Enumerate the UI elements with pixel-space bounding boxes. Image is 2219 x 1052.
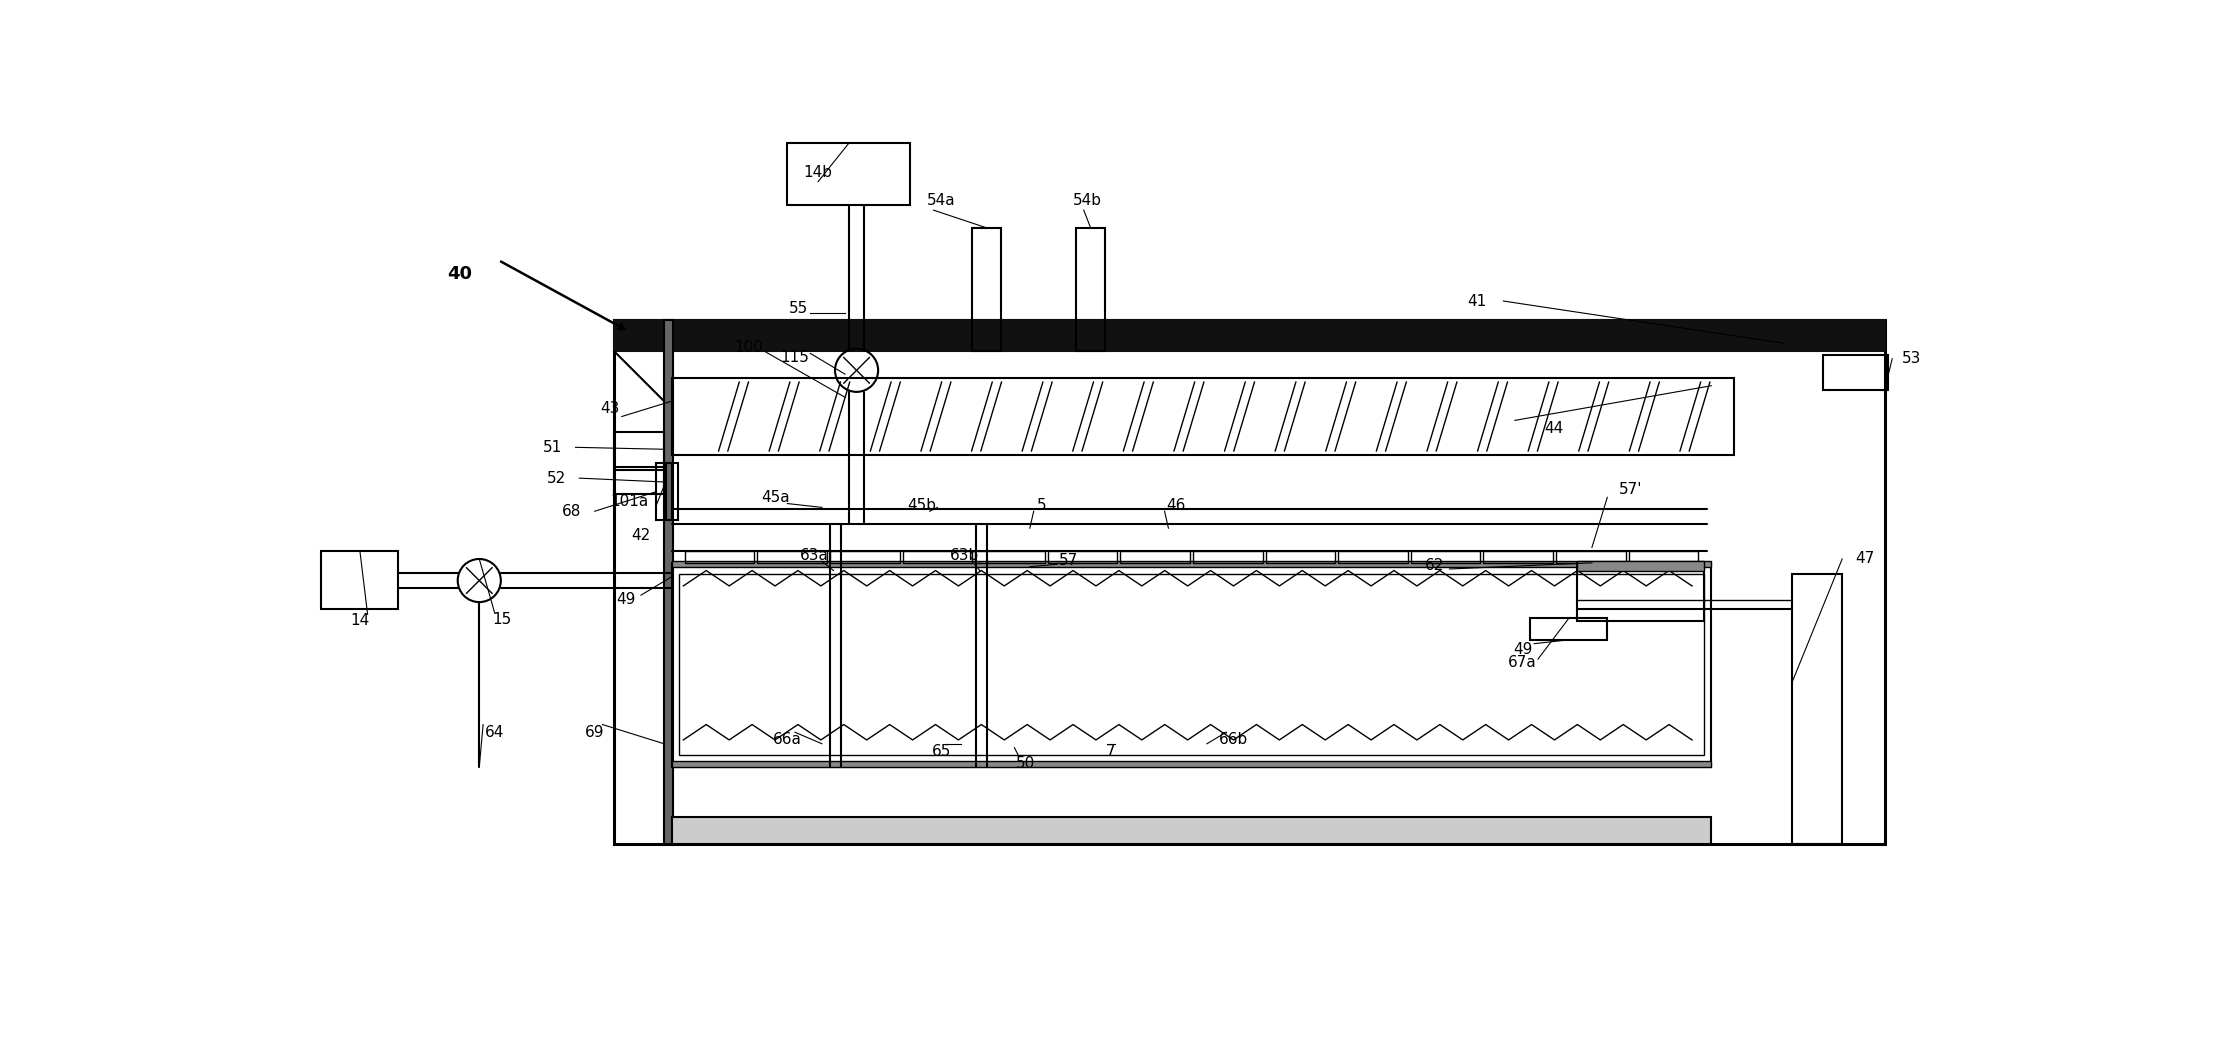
Text: 67a: 67a <box>1509 655 1538 670</box>
Text: 40: 40 <box>448 265 473 283</box>
Text: 115: 115 <box>781 349 810 365</box>
Bar <box>788 143 910 205</box>
Bar <box>615 320 1884 351</box>
Text: 63b: 63b <box>950 548 979 563</box>
Text: 41: 41 <box>1467 294 1487 308</box>
Text: 64: 64 <box>486 725 504 740</box>
Bar <box>1793 574 1842 844</box>
Bar <box>679 574 1704 755</box>
Text: 66a: 66a <box>772 732 801 747</box>
Text: 51: 51 <box>544 440 561 454</box>
Bar <box>615 320 1884 844</box>
Text: 43: 43 <box>601 401 619 417</box>
Text: 46: 46 <box>1167 498 1185 512</box>
Bar <box>663 320 672 844</box>
Text: 5: 5 <box>1036 498 1045 512</box>
Bar <box>672 817 1711 844</box>
Text: 69: 69 <box>586 725 604 740</box>
Text: 49: 49 <box>617 591 635 607</box>
Text: 63a: 63a <box>799 548 828 563</box>
Bar <box>672 761 1711 767</box>
Text: 14: 14 <box>351 613 371 628</box>
Bar <box>1556 551 1627 563</box>
Bar <box>672 561 1711 567</box>
Bar <box>830 551 899 563</box>
Bar <box>1485 551 1553 563</box>
Text: 45b: 45b <box>908 498 936 512</box>
Bar <box>1575 563 1704 621</box>
Bar <box>1411 551 1480 563</box>
Text: 54b: 54b <box>1074 194 1103 208</box>
Bar <box>1047 551 1118 563</box>
Bar <box>1531 619 1607 640</box>
Bar <box>1265 551 1336 563</box>
Text: 57: 57 <box>1058 553 1078 568</box>
Text: 55: 55 <box>790 301 808 317</box>
Text: 66b: 66b <box>1218 732 1249 747</box>
Text: 65: 65 <box>932 744 952 758</box>
Text: 42: 42 <box>632 528 650 544</box>
Bar <box>666 463 679 521</box>
Text: 44: 44 <box>1544 421 1562 436</box>
Text: 49: 49 <box>1513 643 1533 658</box>
Bar <box>672 378 1735 456</box>
Bar <box>1121 551 1189 563</box>
Text: 52: 52 <box>546 470 566 486</box>
Bar <box>1338 551 1407 563</box>
Bar <box>1824 355 1888 389</box>
Bar <box>1629 551 1698 563</box>
Text: 54a: 54a <box>928 194 956 208</box>
Bar <box>615 432 663 467</box>
Text: 100: 100 <box>734 340 763 355</box>
Text: 62: 62 <box>1425 558 1445 572</box>
Text: 50: 50 <box>1016 755 1036 770</box>
Text: 53: 53 <box>1902 351 1922 366</box>
Bar <box>1575 562 1704 570</box>
Text: 47: 47 <box>1855 551 1875 566</box>
Text: 45a: 45a <box>761 490 790 505</box>
Text: 7: 7 <box>1105 744 1116 758</box>
Bar <box>322 551 399 609</box>
Bar <box>615 470 663 493</box>
Bar <box>976 551 1045 563</box>
Text: 68: 68 <box>561 504 581 519</box>
Text: 15: 15 <box>493 611 513 627</box>
Bar <box>686 551 754 563</box>
Bar <box>1194 551 1263 563</box>
Text: 14b: 14b <box>803 165 832 180</box>
Bar <box>757 551 828 563</box>
Bar <box>903 551 972 563</box>
Text: 57': 57' <box>1618 482 1642 498</box>
Bar <box>657 463 672 521</box>
Bar <box>1076 228 1105 351</box>
Bar <box>672 563 1711 767</box>
Bar <box>972 228 1001 351</box>
Text: 101a: 101a <box>610 493 648 509</box>
